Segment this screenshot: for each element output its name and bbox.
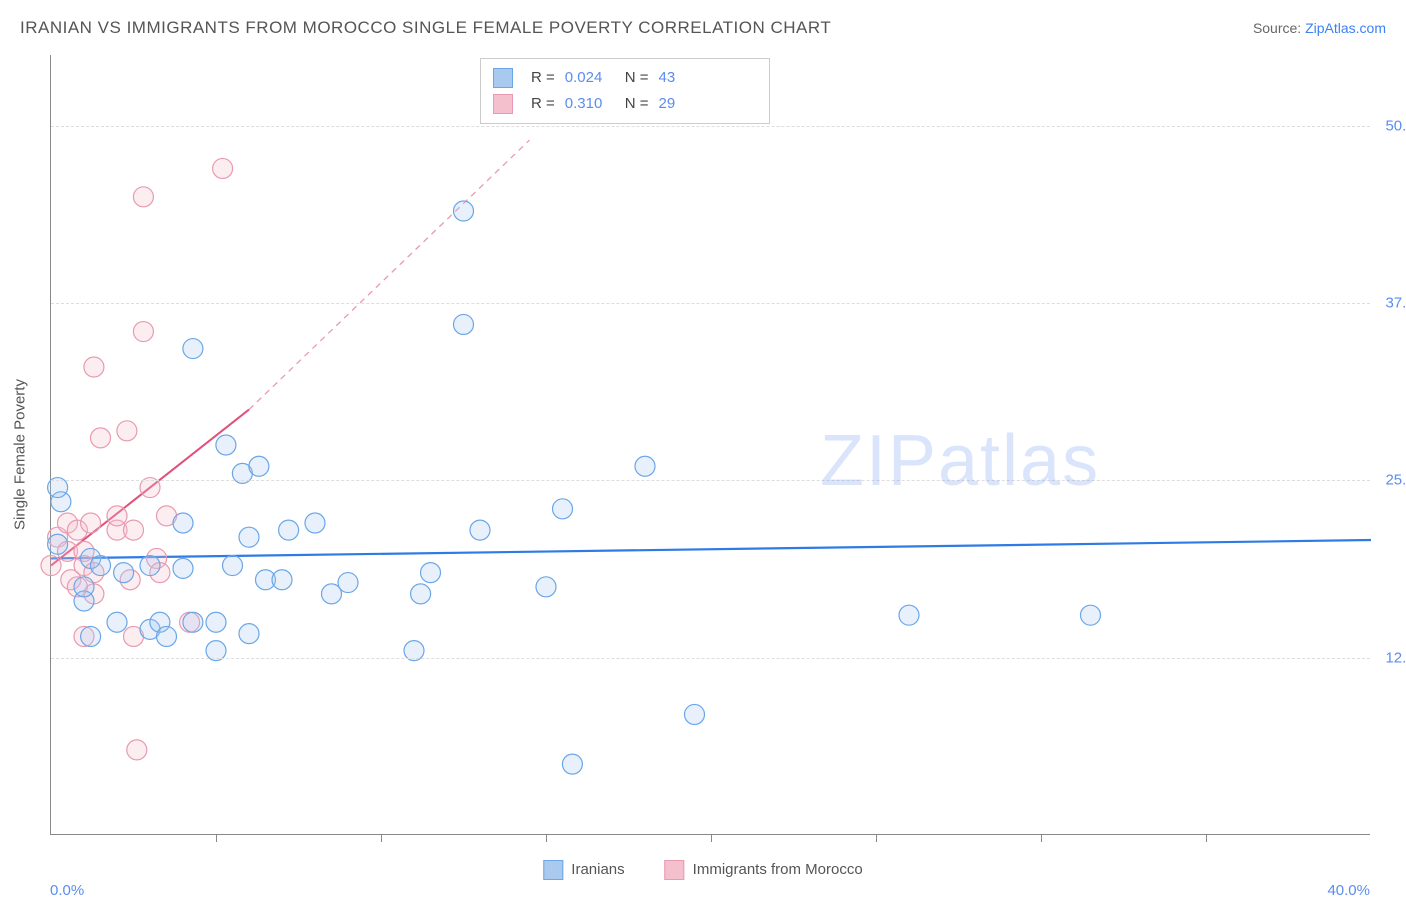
bottom-legend: Iranians Immigrants from Morocco — [543, 860, 862, 880]
data-point — [213, 158, 233, 178]
data-point — [899, 605, 919, 625]
data-point — [133, 187, 153, 207]
data-point — [421, 563, 441, 583]
x-tick — [1041, 834, 1042, 842]
scatter-svg — [51, 55, 1370, 834]
legend-label-morocco: Immigrants from Morocco — [693, 861, 863, 878]
data-point — [206, 612, 226, 632]
y-tick-label: 12.5% — [1385, 649, 1406, 666]
data-point — [279, 520, 299, 540]
data-point — [239, 527, 259, 547]
data-point — [411, 584, 431, 604]
data-point — [239, 624, 259, 644]
r-value: 0.310 — [565, 91, 615, 117]
data-point — [183, 612, 203, 632]
stats-box: R = 0.024 N = 43 R = 0.310 N = 29 — [480, 58, 770, 124]
r-value: 0.024 — [565, 65, 615, 91]
data-point — [272, 570, 292, 590]
legend-label-iranians: Iranians — [571, 861, 624, 878]
data-point — [91, 428, 111, 448]
data-point — [562, 754, 582, 774]
stats-row: R = 0.310 N = 29 — [493, 91, 757, 117]
data-point — [84, 357, 104, 377]
x-tick — [546, 834, 547, 842]
data-point — [635, 456, 655, 476]
data-point — [454, 201, 474, 221]
data-point — [114, 563, 134, 583]
y-tick-label: 25.0% — [1385, 472, 1406, 489]
y-axis-label: Single Female Poverty — [12, 379, 29, 530]
data-point — [685, 704, 705, 724]
y-tick-label: 37.5% — [1385, 295, 1406, 312]
data-point — [216, 435, 236, 455]
y-tick-label: 50.0% — [1385, 117, 1406, 134]
data-point — [173, 558, 193, 578]
stats-row: R = 0.024 N = 43 — [493, 65, 757, 91]
data-point — [173, 513, 193, 533]
data-point — [338, 573, 358, 593]
source-prefix: Source: — [1253, 20, 1305, 36]
n-label: N = — [625, 91, 649, 117]
n-label: N = — [625, 65, 649, 91]
n-value: 43 — [659, 65, 709, 91]
gridline — [51, 658, 1370, 659]
x-tick — [216, 834, 217, 842]
data-point — [127, 740, 147, 760]
data-point — [48, 534, 68, 554]
data-point — [157, 626, 177, 646]
x-max-label: 40.0% — [1327, 882, 1370, 899]
data-point — [454, 314, 474, 334]
data-point — [117, 421, 137, 441]
data-point — [41, 556, 61, 576]
data-point — [81, 513, 101, 533]
chart-title: IRANIAN VS IMMIGRANTS FROM MOROCCO SINGL… — [20, 18, 831, 38]
r-label: R = — [531, 91, 555, 117]
x-tick — [1206, 834, 1207, 842]
data-point — [91, 556, 111, 576]
data-point — [536, 577, 556, 597]
n-value: 29 — [659, 91, 709, 117]
plot-area: 12.5%25.0%37.5%50.0% — [50, 55, 1370, 835]
data-point — [81, 626, 101, 646]
x-tick — [876, 834, 877, 842]
data-point — [249, 456, 269, 476]
data-point — [1081, 605, 1101, 625]
data-point — [305, 513, 325, 533]
data-point — [140, 556, 160, 576]
data-point — [183, 339, 203, 359]
gridline — [51, 303, 1370, 304]
r-label: R = — [531, 65, 555, 91]
legend-item-iranians: Iranians — [543, 860, 624, 880]
data-point — [223, 556, 243, 576]
x-min-label: 0.0% — [50, 882, 84, 899]
stats-swatch — [493, 94, 513, 114]
x-tick — [381, 834, 382, 842]
stats-swatch — [493, 68, 513, 88]
data-point — [107, 612, 127, 632]
source-link[interactable]: ZipAtlas.com — [1305, 20, 1386, 36]
x-tick — [711, 834, 712, 842]
data-point — [133, 322, 153, 342]
data-point — [74, 577, 94, 597]
trend-line — [249, 140, 530, 409]
gridline — [51, 480, 1370, 481]
data-point — [553, 499, 573, 519]
swatch-iranians — [543, 860, 563, 880]
data-point — [470, 520, 490, 540]
data-point — [124, 520, 144, 540]
gridline — [51, 126, 1370, 127]
legend-item-morocco: Immigrants from Morocco — [665, 860, 863, 880]
swatch-morocco — [665, 860, 685, 880]
data-point — [107, 506, 127, 526]
source-label: Source: ZipAtlas.com — [1253, 20, 1386, 36]
